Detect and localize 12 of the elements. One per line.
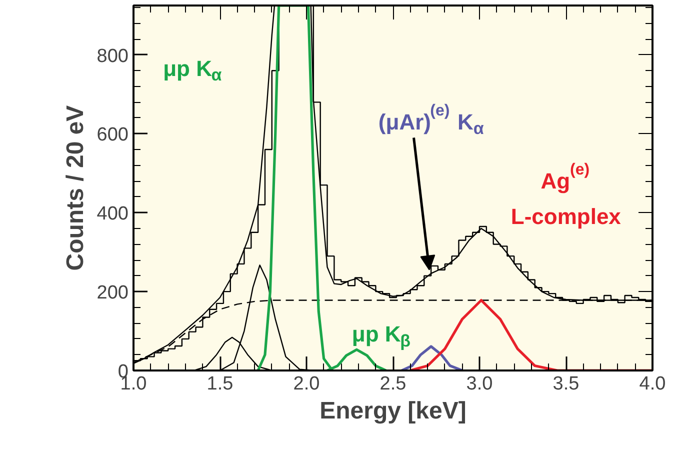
x-tick-label: 3.0: [466, 374, 493, 394]
x-tick-label: 3.5: [552, 374, 580, 394]
y-axis-title: Counts / 20 eV: [62, 105, 89, 271]
x-tick-label: 2.0: [293, 374, 320, 394]
y-tick-label: 800: [96, 46, 128, 67]
x-tick-label: 1.5: [206, 374, 234, 394]
x-axis-title: Energy [keV]: [320, 398, 466, 424]
y-tick-label: 600: [96, 124, 128, 146]
y-tick-label: 200: [96, 282, 128, 304]
y-tick-label: 400: [96, 204, 128, 225]
x-tick-label: 2.5: [380, 374, 406, 394]
x-tick-label: 4.0: [639, 374, 666, 394]
